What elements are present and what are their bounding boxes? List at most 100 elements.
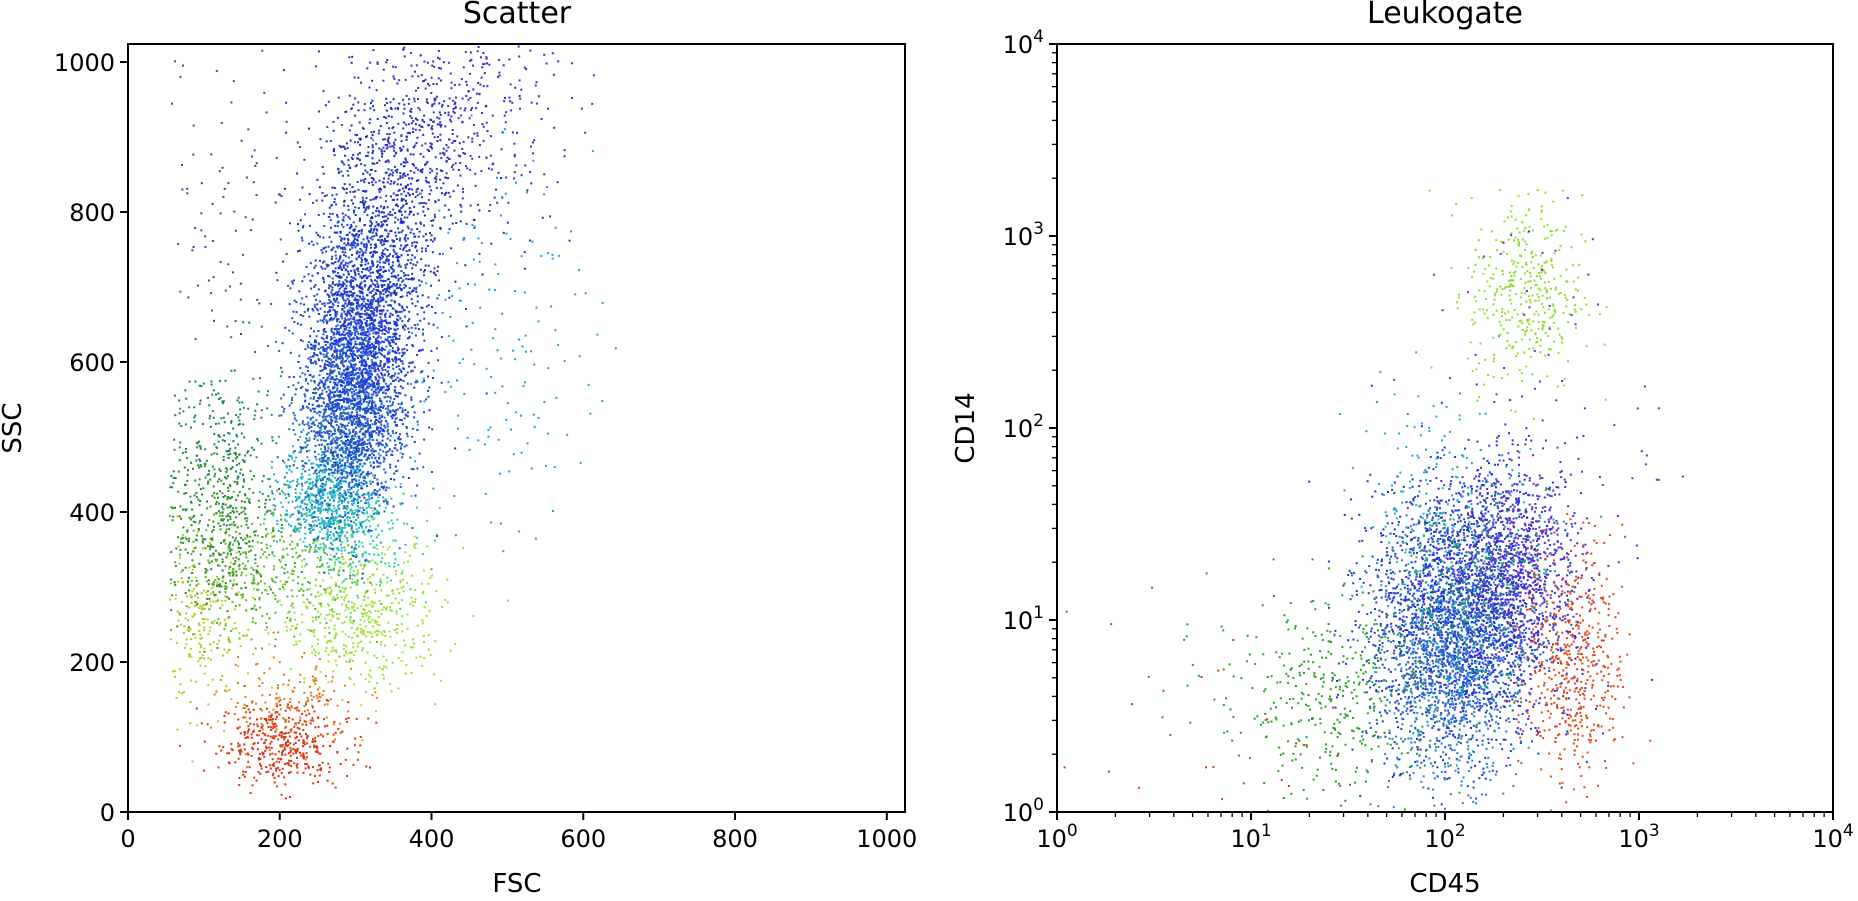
scatter-point [319,379,322,382]
scatter-point [413,543,416,546]
scatter-point [222,654,224,657]
scatter-point [366,560,369,562]
scatter-point [300,501,303,504]
scatter-point [171,507,174,510]
scatter-point [303,513,306,516]
scatter-point [383,468,386,471]
scatter-point [344,633,347,636]
scatter-point [429,238,432,241]
scatter-point [338,371,341,373]
scatter-point [244,716,247,719]
scatter-point [333,624,336,627]
scatter-point [370,359,373,362]
scatter-point [331,471,334,474]
scatter-point [281,753,284,756]
scatter-point [234,453,237,456]
scatter-point [224,622,227,625]
scatter-point [304,743,306,746]
scatter-point [334,538,336,541]
scatter-point [334,519,337,522]
scatter-point [404,644,407,647]
scatter-point [219,396,222,399]
scatter-point [257,734,260,737]
scatter-point [325,430,328,433]
scatter-point [367,717,370,720]
scatter-point [334,451,337,454]
scatter-point [297,509,300,512]
scatter-point [193,633,196,635]
scatter-point [273,497,276,500]
scatter-point [208,519,211,521]
scatter-point [314,584,317,587]
scatter-point [376,425,379,428]
scatter-point [370,456,373,459]
scatter-point [265,622,268,625]
scatter-point [310,361,312,364]
scatter-point [404,551,407,554]
scatter-point [242,593,245,596]
scatter-point [325,532,328,535]
scatter-point [281,555,284,558]
scatter-point [324,675,327,678]
scatter-point [172,476,175,479]
scatter-point [427,395,430,398]
scatter-point [246,732,249,735]
scatter-point [315,502,318,504]
scatter-point [344,596,346,599]
scatter-point [354,509,357,512]
scatter-point [193,406,196,409]
scatter-point [273,473,275,476]
scatter-point [326,511,329,514]
scatter-point [299,496,301,499]
scatter-point [326,502,329,505]
scatter-point [229,565,232,568]
scatter-point [337,456,340,459]
scatter-point [314,726,317,729]
scatter-point [204,568,207,570]
scatter-point [400,660,403,663]
scatter-point [378,429,381,432]
scatter-point [329,370,332,373]
scatter-point [293,611,296,614]
scatter-point [306,756,309,759]
scatter-point [225,586,228,589]
scatter-point [258,752,261,755]
scatter-point [328,433,331,435]
scatter-point [200,385,203,388]
scatter-point [326,779,329,782]
scatter-point [239,413,242,416]
scatter-point [304,526,307,529]
scatter-point [366,529,369,532]
scatter-point [361,555,364,558]
scatter-point [238,401,241,404]
scatter-point [313,629,316,631]
scatter-point [319,411,322,414]
scatter-point [286,571,289,574]
scatter-point [319,365,322,368]
scatter-point [355,378,358,381]
scatter-point [202,487,205,490]
scatter-point [290,455,293,458]
scatter-point [207,579,210,582]
scatter-point [294,547,297,550]
scatter-point [240,593,243,596]
scatter-point [299,733,301,735]
scatter-point [406,582,409,585]
scatter-point [203,618,206,621]
scatter-point [171,519,174,522]
scatter-point [350,533,353,536]
scatter-point [375,340,378,343]
scatter-point [369,443,372,446]
scatter-point [294,707,297,710]
scatter-point [311,630,314,633]
scatter-point [331,543,334,546]
scatter-point [327,640,330,642]
scatter-point [255,702,258,705]
scatter-point [357,443,360,446]
scatter-point [294,496,297,498]
scatter-point [198,642,201,645]
scatter-point [317,500,319,503]
scatter-point [356,502,359,504]
scatter-point [222,539,225,542]
scatter-point [395,336,397,339]
